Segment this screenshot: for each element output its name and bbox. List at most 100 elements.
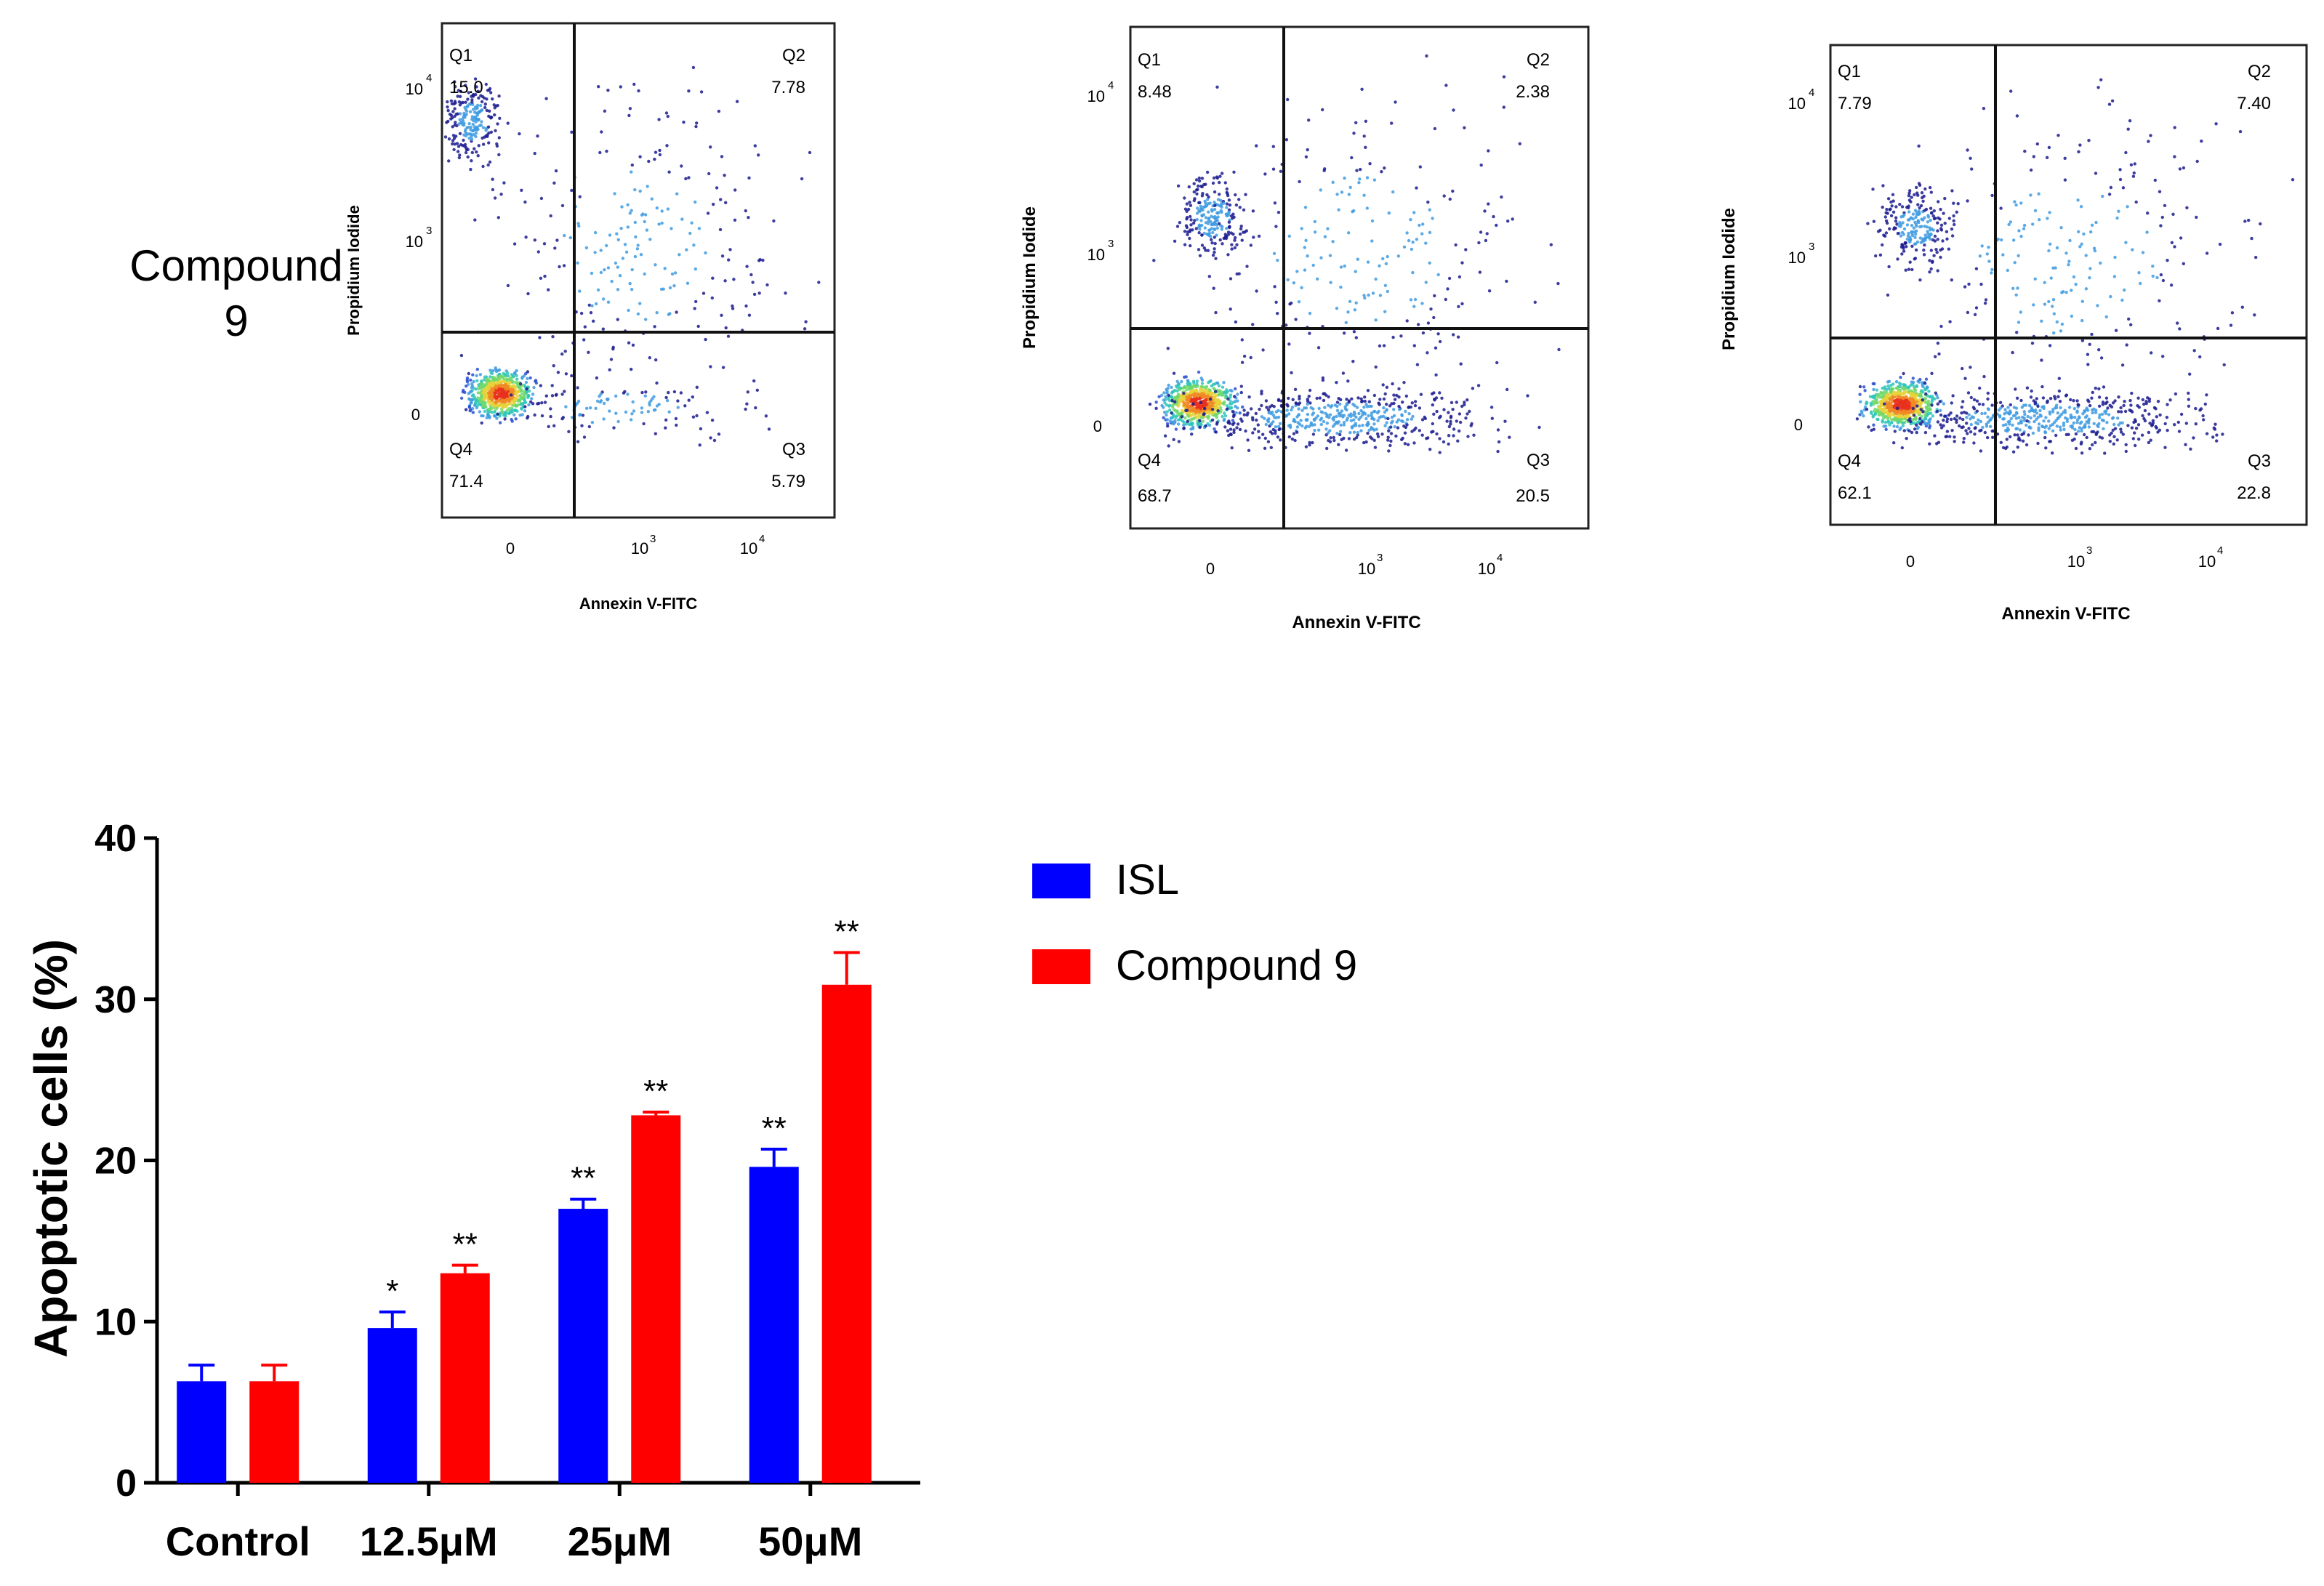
flow-dot [598,150,602,155]
flow-dot [1152,259,1156,262]
flow-dot [2174,392,2178,396]
flow-dot [1885,395,1889,399]
flow-dot [2218,242,2222,246]
flow-dot [1386,254,1389,259]
flow-dot [1303,246,1307,249]
flow-dot [1192,394,1196,398]
flow-dot [1891,395,1894,398]
flow-dot [2192,349,2196,353]
flow-dot [1886,212,1889,215]
flow-dot [1411,270,1415,275]
flow-dot [446,100,449,104]
flow-dot [1886,420,1890,424]
flow-dot [2083,432,2086,437]
flow-dot [463,390,467,394]
flow-dot [1927,412,1931,416]
flow-dot [1990,403,1994,407]
flow-dot [1242,208,1246,212]
flow-dot [2149,134,2152,137]
flow-dot [1985,252,1989,256]
flow-dot [1239,225,1243,228]
flow-dot [2179,412,2184,416]
flow-dot [514,408,518,412]
flow-dot [2049,276,2053,280]
flow-dot [1872,423,1875,427]
flow-dot [1257,430,1260,433]
flow-dot [675,310,678,314]
flow-dot [1949,417,1953,422]
flow-dot [749,273,753,277]
flow-dot [1175,379,1179,383]
flow-dot [540,414,544,418]
flow-dot [1194,188,1199,192]
flow-dot [630,163,634,167]
flow-dot [1352,424,1356,427]
flow-dot [2014,387,2017,391]
flow-dot [644,390,648,394]
flow-dot [515,394,520,398]
flow-dot [2097,395,2102,399]
flow-dot [2029,395,2033,399]
flow-dot [1164,395,1167,398]
flow-dot [1319,256,1323,259]
flow-dot [1936,402,1939,406]
flow-dot [1188,201,1191,204]
flow-dot [453,80,457,84]
flow-dot [469,128,473,132]
flow-dot [1229,277,1233,281]
flow-dot [2075,399,2079,403]
flow-dot [1376,419,1380,422]
flow-dot [1972,441,1976,445]
flow-dot [1870,411,1873,415]
flow-dot [605,149,608,153]
flow-dot [2177,430,2182,433]
flow-dot [488,160,492,164]
flow-dot [487,131,491,135]
flow-dot [2011,423,2014,427]
flow-dot [1964,429,1968,432]
flow-dot [1429,307,1433,311]
flow-dot [2096,86,2100,89]
flow-dot [1186,207,1191,212]
flow-dot [2089,230,2093,234]
flow-dot [707,172,711,176]
flow-dot [2121,186,2126,190]
flow-dot [491,369,495,373]
flow-dot [1355,406,1359,409]
flow-dot [1926,214,1930,217]
flow-dot [2124,150,2128,155]
flow-dot [724,326,728,330]
quadrant-name-q3: Q3 [2248,451,2271,471]
flow-dot [1263,172,1267,176]
flow-dot [1910,410,1914,414]
flow-dot [1433,294,1436,298]
quadrant-name-q4: Q4 [449,440,473,459]
flow-dot [526,291,530,296]
flow-dot [2107,193,2112,196]
flow-dot [1875,395,1880,398]
flow-dot [1167,398,1172,403]
y-tick-label: 10 [406,233,423,251]
flow-dot [2117,423,2120,427]
flow-dot [1191,412,1196,416]
flow-dot [2013,433,2017,437]
flow-dot [1274,431,1277,435]
flow-dot [477,96,481,100]
flow-dot [695,414,699,418]
flow-dot [2022,223,2027,228]
flow-dot [534,381,539,385]
flow-dot [1918,278,1922,282]
flow-dot [1900,205,1905,209]
flow-dot [1389,425,1393,429]
flow-dot [1967,427,1971,430]
flow-dot [602,401,606,406]
flow-dot [632,409,636,413]
flow-dot [1165,413,1168,417]
flow-dot [2151,274,2155,278]
flow-dot [1966,391,1971,395]
flow-dot [1225,404,1229,408]
flow-dot [2205,432,2209,435]
flow-dot [2018,428,2022,432]
flow-dot [1276,398,1281,403]
flow-dot [1915,423,1918,427]
